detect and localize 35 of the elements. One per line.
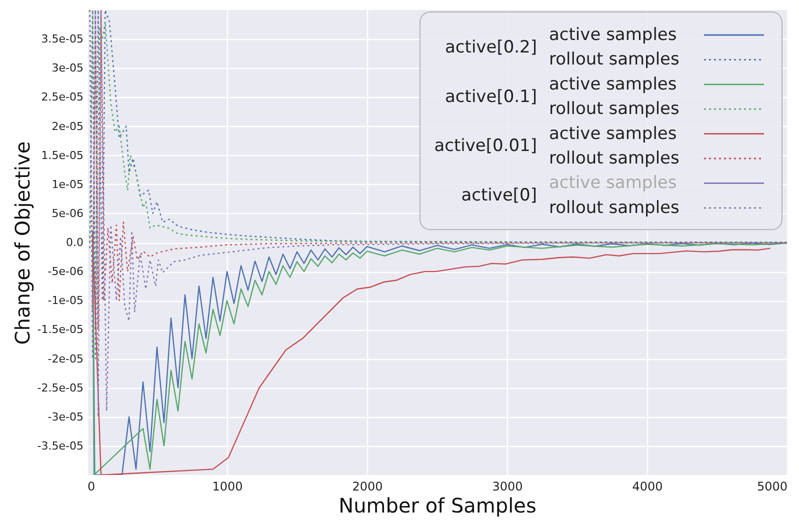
- legend-label: rollout samples: [549, 148, 680, 168]
- annotation: active[0.2]: [445, 37, 537, 58]
- y-tick-label: 1.5e-05: [41, 148, 84, 162]
- y-tick-label: 3.5e-05: [41, 32, 84, 46]
- annotation: active[0.1]: [445, 86, 537, 107]
- legend-label: active samples: [549, 124, 677, 144]
- x-tick-label: 3000: [492, 480, 523, 494]
- y-tick-label: -2.5e-05: [37, 381, 84, 394]
- x-tick-label: 5000: [756, 480, 788, 494]
- y-tick-label: -3e-05: [48, 410, 84, 424]
- y-tick-label: -5e-06: [48, 265, 84, 278]
- annotation: active[0]: [461, 186, 537, 206]
- y-tick-label: 2e-05: [52, 120, 84, 133]
- y-tick-label: -3.5e-05: [37, 439, 84, 452]
- y-tick-label: -1.5e-05: [37, 323, 84, 336]
- legend-label: active samples: [549, 74, 677, 94]
- y-tick-label: 0.0: [66, 236, 84, 249]
- x-tick-label: 0: [88, 480, 96, 494]
- legend-label: rollout samples: [549, 50, 680, 70]
- x-tick-label: 1000: [212, 480, 243, 494]
- y-axis-title: Change of Objective: [10, 141, 34, 345]
- y-tick-label: -1e-05: [48, 294, 84, 308]
- y-tick-label: 3e-05: [52, 62, 84, 75]
- y-tick-label: -2e-05: [48, 352, 84, 366]
- legend-label: active samples: [549, 173, 677, 194]
- x-tick-label: 4000: [632, 480, 663, 494]
- legend-label: rollout samples: [549, 99, 680, 120]
- annotation: active[0.01]: [434, 136, 537, 156]
- x-axis-title: Number of Samples: [338, 494, 536, 518]
- x-tick-label: 2000: [352, 480, 383, 494]
- y-tick-label: 1e-05: [52, 178, 84, 191]
- y-tick-label: 2.5e-05: [41, 90, 84, 104]
- legend-label: active samples: [549, 25, 677, 45]
- legend-label: rollout samples: [549, 198, 680, 218]
- y-tick-label: 5e-06: [52, 206, 84, 220]
